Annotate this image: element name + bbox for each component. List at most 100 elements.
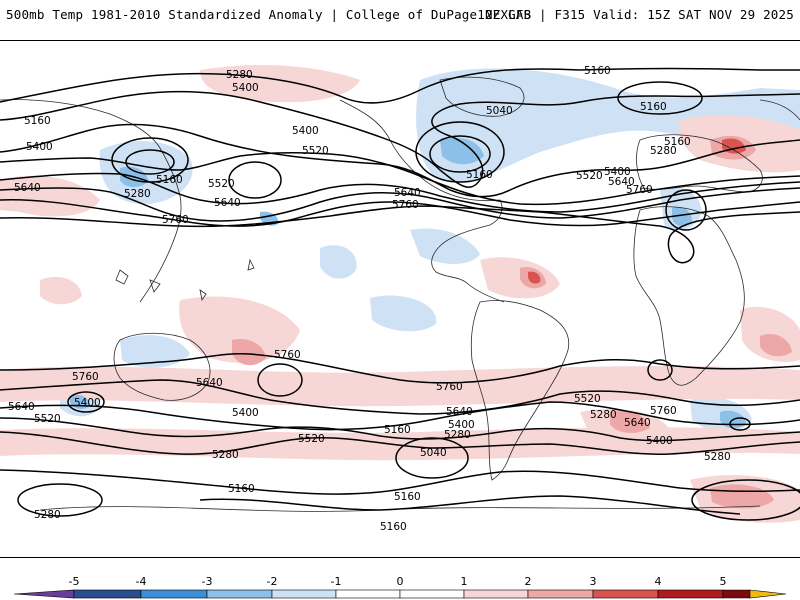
contour-label: 5280 xyxy=(590,409,617,421)
contour-label: 5280 xyxy=(124,188,151,200)
colorbar-segment-neg4 xyxy=(73,589,142,599)
coastlines xyxy=(0,76,800,512)
height-contours xyxy=(0,67,800,521)
contour-label: 5400 xyxy=(74,397,101,409)
contour-label: 5760 xyxy=(274,349,301,361)
contour-label: 5400 xyxy=(292,125,319,137)
contour-line xyxy=(0,379,800,415)
colorbar-tick-label: -2 xyxy=(267,576,278,588)
contour-label: 5400 xyxy=(646,435,673,447)
contour-label: 5640 xyxy=(14,182,41,194)
colorbar-tick-label: 5 xyxy=(720,576,727,588)
contour-line xyxy=(0,67,800,104)
contour-label: 5160 xyxy=(156,174,183,186)
contour-label: 5760 xyxy=(162,214,189,226)
anomaly-patch-neg xyxy=(370,295,437,332)
contour-label: 5160 xyxy=(664,136,691,148)
colorbar-tick-label: 0 xyxy=(397,576,404,588)
contour-label: 5400 xyxy=(604,166,631,178)
colorbar-tick-label: -1 xyxy=(331,576,342,588)
contour-label: 5520 xyxy=(34,413,61,425)
contour-label: 5520 xyxy=(208,178,235,190)
colorbar-segment-pos3 xyxy=(592,589,659,599)
contour-label: 5640 xyxy=(214,197,241,209)
contour-line xyxy=(0,187,800,222)
contour-line xyxy=(0,151,800,206)
contour-label: 5760 xyxy=(626,184,653,196)
contour-label: 5280 xyxy=(704,451,731,463)
colorbar-segment-neg5 xyxy=(13,589,75,599)
anomaly-patch-neg xyxy=(320,245,357,279)
contour-label: 5160 xyxy=(394,491,421,503)
contour-label: 5520 xyxy=(574,393,601,405)
contour-line xyxy=(0,352,800,384)
anomaly-patch-neg xyxy=(410,228,480,264)
contour-line xyxy=(0,123,800,198)
contour-label: 5640 xyxy=(624,417,651,429)
anomaly-patch-pos xyxy=(40,276,82,305)
colorbar-tick-label: 2 xyxy=(525,576,532,588)
closed-low-contour xyxy=(228,161,282,199)
anomaly-patch-neg xyxy=(99,140,193,205)
closed-low-contour xyxy=(647,359,673,381)
coastline-australia xyxy=(113,332,211,401)
closed-low-contour xyxy=(17,483,103,517)
anomaly-patch-pos xyxy=(179,296,300,363)
contour-line xyxy=(199,495,741,515)
contour-line xyxy=(0,172,800,213)
contour-label: 5520 xyxy=(302,145,329,157)
model-run-info: 12Z GFS | F315 Valid: 15Z SAT NOV 29 202… xyxy=(477,7,794,22)
closed-low-contour xyxy=(665,189,707,231)
contour-label: 5400 xyxy=(232,407,259,419)
contour-label: 5760 xyxy=(650,405,677,417)
colorbar-tick-labels: -5 -4 -3 -2 -1 0 1 2 3 4 5 xyxy=(69,576,727,588)
anomaly-patch-pos2 xyxy=(610,410,650,433)
contour-label: 5160 xyxy=(466,169,493,181)
contour-line xyxy=(0,431,800,456)
anomaly-patch-neg2 xyxy=(672,206,692,227)
colorbar-segment-neutral-neg xyxy=(335,589,401,599)
anomaly-patch-pos xyxy=(0,175,100,217)
anomaly-map[interactable]: 5280 5400 5160 5400 5640 5280 5160 5520 … xyxy=(0,40,800,558)
colorbar-segment-neutral-pos xyxy=(399,589,465,599)
anomaly-patch-pos2 xyxy=(760,333,792,357)
contour-line xyxy=(0,205,800,264)
contour-label: 5280 xyxy=(34,509,61,521)
colorbar-tick-label: -3 xyxy=(202,576,213,588)
contour-line xyxy=(0,90,800,188)
colorbar-segment-neg1 xyxy=(271,589,337,599)
anomaly-patch-neg xyxy=(120,335,190,368)
contour-label: 5640 xyxy=(608,176,635,188)
closed-low-contour xyxy=(429,135,491,173)
contour-label: 5280 xyxy=(444,429,471,441)
contour-label: 5760 xyxy=(72,371,99,383)
colorbar-segment-neg3 xyxy=(140,589,208,599)
contour-label: 5400 xyxy=(26,141,53,153)
closed-low-contour xyxy=(395,437,469,479)
contour-label: 5280 xyxy=(212,449,239,461)
map-frame xyxy=(0,40,800,558)
coastline-africa xyxy=(633,206,745,386)
colorbar-segment-pos1 xyxy=(463,589,529,599)
closed-low-contour xyxy=(111,137,189,183)
anomaly-patch-pos3 xyxy=(528,271,541,284)
coastline-north-america xyxy=(339,99,505,303)
coastline-islands xyxy=(115,258,255,302)
map-title: 500mb Temp 1981-2010 Standardized Anomal… xyxy=(6,7,532,22)
colorbar-segment-pos2 xyxy=(527,589,594,599)
contour-line xyxy=(0,417,800,442)
contour-label: 5040 xyxy=(486,105,513,117)
colorbar: -5 -4 -3 -2 -1 0 1 2 3 4 5 xyxy=(13,576,787,599)
contour-label: 5160 xyxy=(380,521,407,533)
colorbar-tick-label: 1 xyxy=(461,576,468,588)
coastline-asia xyxy=(0,99,800,303)
contour-label: 5760 xyxy=(436,381,463,393)
colorbar-tick-label: -4 xyxy=(136,576,147,588)
contour-label: 5160 xyxy=(584,65,611,77)
closed-low-contour xyxy=(125,149,175,175)
closed-low-contour xyxy=(617,81,703,115)
contour-label: 5160 xyxy=(384,424,411,436)
contour-label: 5640 xyxy=(446,406,473,418)
contour-label: 5640 xyxy=(196,377,223,389)
contour-labels: 5280 5400 5160 5400 5640 5280 5160 5520 … xyxy=(8,65,731,533)
